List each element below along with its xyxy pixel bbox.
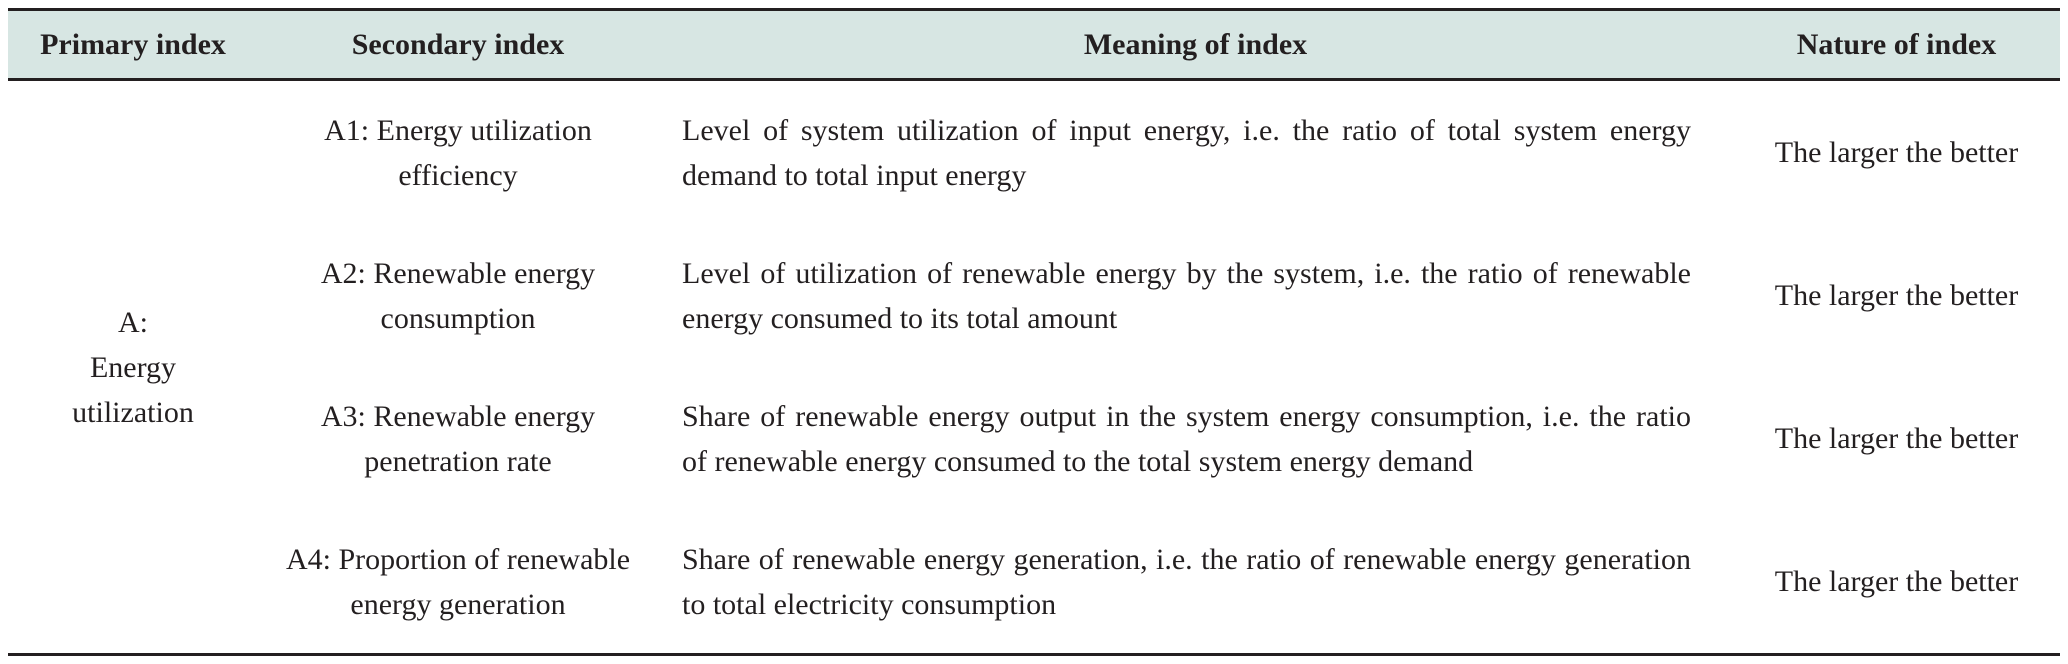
- secondary-index-line1: A3: Renewable energy: [320, 399, 596, 433]
- table-row: A3: Renewable energy penetration rate Sh…: [8, 367, 2060, 510]
- meaning-cell: Share of renewable energy output in the …: [682, 399, 1691, 478]
- header-secondary-index: Secondary index: [258, 8, 658, 81]
- header-meaning-of-index: Meaning of index: [658, 8, 1733, 81]
- secondary-index-line1: A2: Renewable energy: [320, 256, 596, 290]
- secondary-index-cell: A3: Renewable energy penetration rate: [258, 367, 658, 510]
- header-primary-index: Primary index: [8, 8, 258, 81]
- primary-index-name-line2: utilization: [72, 395, 194, 429]
- secondary-index-line2: consumption: [380, 301, 536, 335]
- nature-cell: The larger the better: [1774, 279, 2019, 312]
- table-header-row: Primary index Secondary index Meaning of…: [8, 8, 2060, 81]
- table-row: A2: Renewable energy consumption Level o…: [8, 224, 2060, 367]
- secondary-index-cell: A2: Renewable energy consumption: [258, 224, 658, 367]
- primary-index-cell: A: Energy utilization: [8, 79, 258, 656]
- header-nature-of-index: Nature of index: [1733, 8, 2060, 81]
- secondary-index-line2: energy generation: [350, 587, 566, 621]
- secondary-index-line1: A4: Proportion of renewable: [285, 542, 631, 576]
- primary-index-code: A:: [118, 305, 148, 339]
- meaning-cell: Level of system utilization of input ene…: [682, 113, 1691, 192]
- secondary-index-line1: A1: Energy utilization: [324, 113, 592, 147]
- secondary-index-cell: A4: Proportion of renewable energy gener…: [258, 510, 658, 656]
- nature-cell: The larger the better: [1733, 510, 2060, 656]
- primary-index-name-line1: Energy: [89, 350, 177, 384]
- meaning-cell: Share of renewable energy generation, i.…: [658, 510, 1733, 656]
- index-table: Primary index Secondary index Meaning of…: [8, 8, 2060, 656]
- index-table-container: Primary index Secondary index Meaning of…: [8, 8, 2060, 656]
- secondary-index-cell: A1: Energy utilization efficiency: [258, 80, 658, 225]
- meaning-cell: Level of utilization of renewable energy…: [682, 256, 1691, 335]
- table-row: A: Energy utilization A1: Energy utiliza…: [8, 79, 2060, 656]
- nature-cell: The larger the better: [1774, 136, 2019, 169]
- nature-cell: The larger the better: [1774, 422, 2019, 455]
- table-row: A4: Proportion of renewable energy gener…: [8, 510, 2060, 656]
- secondary-index-line2: efficiency: [398, 158, 518, 192]
- secondary-index-line2: penetration rate: [364, 444, 552, 478]
